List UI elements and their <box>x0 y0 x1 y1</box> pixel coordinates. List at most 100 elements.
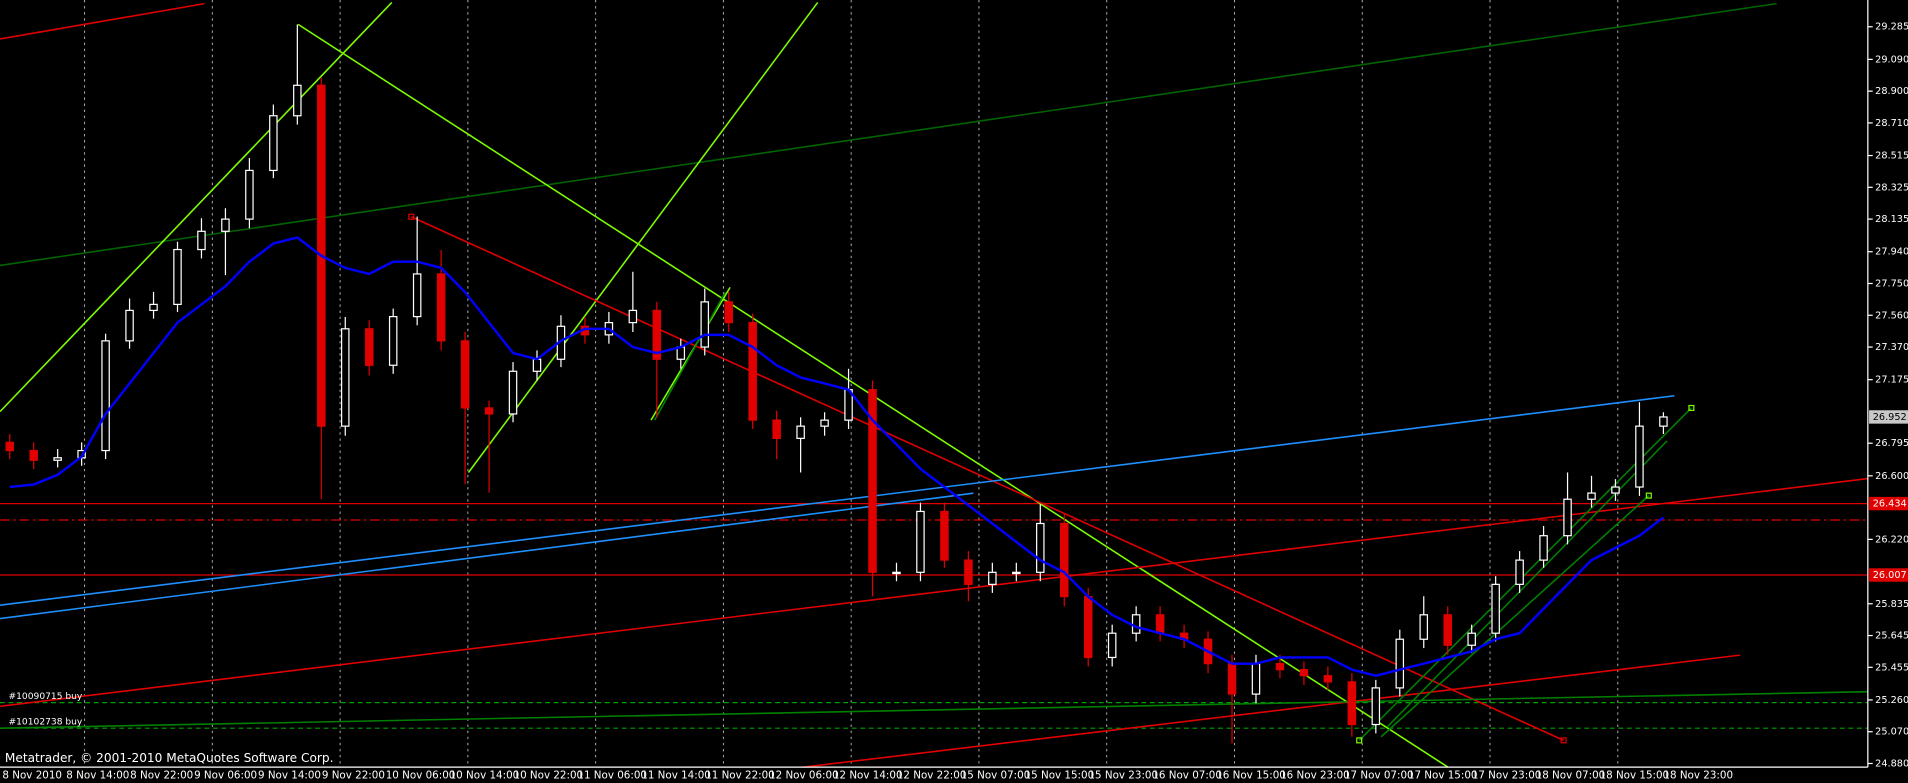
y-tick-label: 27.750 <box>1875 278 1908 289</box>
y-tick-label: 27.175 <box>1875 375 1908 386</box>
trendline <box>0 2 205 40</box>
price-level-box <box>1869 496 1908 511</box>
candle-body <box>1275 663 1285 671</box>
y-tick-label: 26.795 <box>1875 438 1908 449</box>
trendline <box>0 2 1777 267</box>
y-tick-label: 28.900 <box>1875 86 1908 97</box>
x-tick-label: 10 Nov 22:00 <box>514 770 584 782</box>
anchor <box>1356 737 1363 744</box>
anchor <box>1688 404 1695 411</box>
x-tick-label: 17 Nov 15:00 <box>1408 770 1478 782</box>
x-tick-label: 18 Nov 23:00 <box>1663 770 1733 782</box>
candle-body <box>1563 498 1572 537</box>
price-level-box <box>1869 568 1908 582</box>
anchor <box>408 213 415 220</box>
order-label: #10090715 buy <box>9 692 83 702</box>
candle-body <box>1155 614 1165 634</box>
y-tick-label: 27.370 <box>1875 342 1908 353</box>
candle-body <box>940 510 949 561</box>
candle-body <box>1012 571 1021 575</box>
y-tick-label: 27.940 <box>1875 247 1908 258</box>
candle-body <box>796 425 805 439</box>
candle-body <box>460 340 470 409</box>
x-tick-label: 11 Nov 06:00 <box>577 770 647 782</box>
candle-body <box>125 309 134 342</box>
candle-body <box>412 273 422 318</box>
y-tick-label: 25.645 <box>1875 631 1908 642</box>
candle-body <box>484 407 494 415</box>
x-tick-label: 17 Nov 23:00 <box>1472 770 1542 782</box>
candle-body <box>436 273 446 342</box>
candle-body <box>53 457 62 461</box>
y-tick-label: 28.325 <box>1875 182 1908 193</box>
candle-body <box>341 328 350 427</box>
x-tick-label: 16 Nov 07:00 <box>1152 770 1222 782</box>
candle-body <box>1467 632 1476 646</box>
candle-body <box>5 441 14 452</box>
trendline <box>1386 440 1668 728</box>
y-tick-label: 28.710 <box>1875 118 1908 129</box>
y-tick-label: 25.260 <box>1875 695 1908 706</box>
trendline <box>803 654 1741 768</box>
price-level-label: 26.007 <box>1873 570 1907 581</box>
trendline <box>653 291 726 421</box>
candle-body <box>772 419 781 439</box>
candle-body <box>1419 614 1429 640</box>
x-tick-label: 11 Nov 22:00 <box>705 770 775 782</box>
price-level-box <box>1869 410 1908 424</box>
trendline <box>0 492 974 620</box>
x-tick-label: 12 Nov 14:00 <box>833 770 903 782</box>
y-tick-label: 28.515 <box>1875 151 1908 162</box>
trendline <box>1380 495 1650 738</box>
candle-body <box>1083 595 1093 659</box>
candle-body <box>269 115 278 172</box>
candle-body <box>1371 687 1381 726</box>
x-tick-label: 8 Nov 2010 <box>2 770 62 782</box>
candle-body <box>1515 559 1524 585</box>
candle-body <box>1539 535 1548 561</box>
anchor <box>1560 737 1567 744</box>
trendline <box>0 1 393 413</box>
candle-body <box>245 169 254 220</box>
x-tick-label: 18 Nov 15:00 <box>1600 770 1670 782</box>
y-tick-label: 26.600 <box>1875 471 1908 482</box>
candle-body <box>508 370 518 415</box>
x-tick-label: 8 Nov 14:00 <box>66 770 129 782</box>
x-tick-label: 17 Nov 07:00 <box>1344 770 1414 782</box>
x-tick-label: 18 Nov 07:00 <box>1536 770 1606 782</box>
x-tick-label: 15 Nov 07:00 <box>961 770 1031 782</box>
candle-body <box>1059 522 1069 598</box>
price-level-label: 26.952 <box>1873 412 1907 423</box>
trendline <box>0 394 1675 606</box>
candle-body <box>149 303 158 312</box>
y-tick-label: 25.070 <box>1875 727 1908 738</box>
footer: Metatrader, © 2001-2010 MetaQuotes Softw… <box>5 751 334 765</box>
price-axis <box>1867 0 1908 768</box>
y-tick-label: 25.455 <box>1875 662 1908 673</box>
candle-body <box>388 315 398 366</box>
candle-body <box>197 230 206 251</box>
anchor <box>1645 492 1652 499</box>
candle-body <box>1036 522 1045 573</box>
x-tick-label: 8 Nov 22:00 <box>130 770 193 782</box>
candle-body <box>221 218 230 232</box>
candle-body <box>1251 663 1261 695</box>
y-tick-label: 27.560 <box>1875 310 1908 321</box>
candle-body <box>748 322 757 421</box>
candle-body <box>1443 614 1452 646</box>
candle-body <box>173 248 182 306</box>
trendline <box>0 477 1868 708</box>
candle-body <box>293 84 302 117</box>
y-tick-label: 29.285 <box>1875 22 1908 33</box>
candle-body <box>1299 669 1309 677</box>
candle-body <box>1611 486 1620 494</box>
order-label: #10102738 buy <box>9 718 83 728</box>
y-tick-label: 29.090 <box>1875 54 1908 65</box>
candle-body <box>1635 425 1644 488</box>
trendline <box>467 1 819 473</box>
x-tick-label: 11 Nov 14:00 <box>641 770 711 782</box>
x-tick-label: 15 Nov 15:00 <box>1025 770 1095 782</box>
price-level-label: 26.434 <box>1873 499 1907 510</box>
